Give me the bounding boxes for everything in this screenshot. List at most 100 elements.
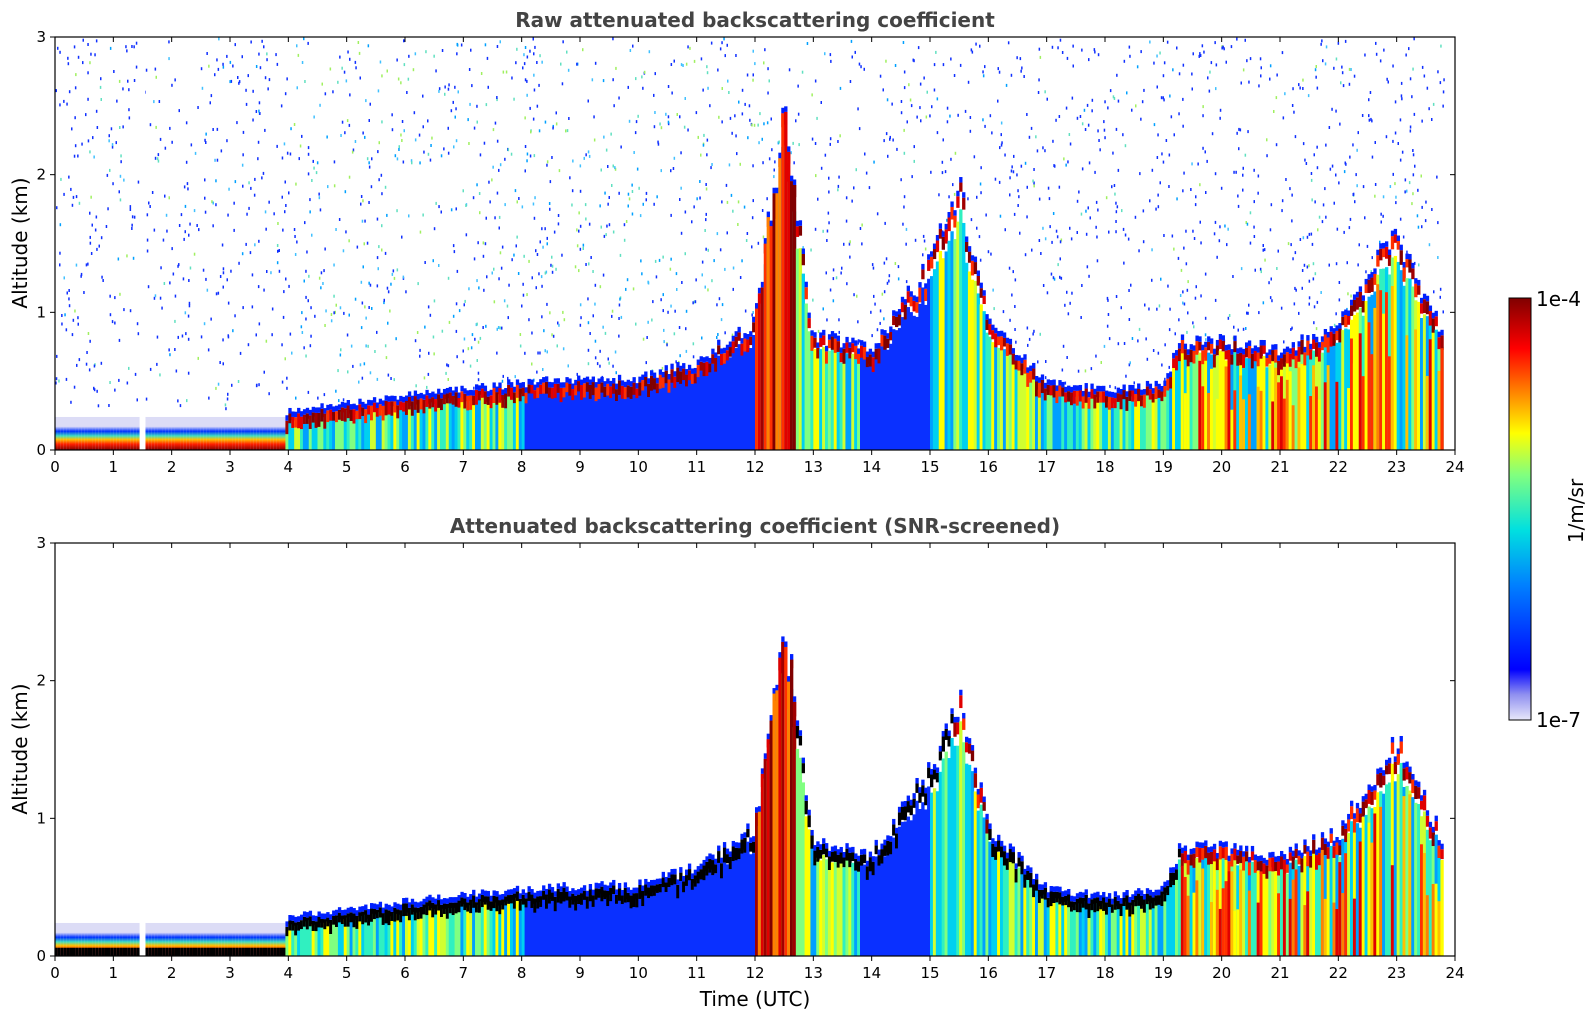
- noise-speckle: [1078, 190, 1080, 194]
- noise-speckle: [99, 85, 102, 89]
- saturated-column: [244, 947, 248, 956]
- noise-speckle: [613, 104, 615, 108]
- layer-top-column: [650, 885, 654, 897]
- layer-top-column: [422, 904, 426, 915]
- aerosol-column: [536, 393, 540, 450]
- noise-speckle: [1176, 197, 1178, 201]
- aerosol-column: [92, 932, 97, 956]
- layer-top-column: [405, 903, 409, 916]
- layer-top-column: [1055, 891, 1059, 903]
- aerosol-column: [1192, 892, 1196, 956]
- aerosol-column: [626, 899, 630, 956]
- noise-speckle: [486, 275, 488, 279]
- layer-top-column: [851, 852, 855, 862]
- layer-top-column: [944, 229, 948, 244]
- noise-speckle: [396, 157, 399, 161]
- noise-speckle: [1253, 235, 1256, 238]
- layer-top-column: [900, 302, 905, 313]
- noise-speckle: [1315, 327, 1318, 331]
- layer-halo: [895, 827, 899, 834]
- layer-top-column: [827, 339, 832, 349]
- layer-top-column: [323, 919, 327, 930]
- layer-top-column: [372, 402, 377, 413]
- layer-top-column: [1049, 385, 1053, 396]
- noise-speckle: [1039, 55, 1042, 59]
- noise-speckle: [301, 311, 303, 315]
- noise-speckle: [1236, 37, 1238, 41]
- layer-halo: [597, 378, 601, 384]
- noise-speckle: [1199, 220, 1201, 224]
- noise-speckle: [463, 303, 465, 307]
- noise-speckle: [531, 331, 533, 335]
- layer-halo: [355, 910, 359, 916]
- aerosol-column: [1221, 394, 1225, 450]
- layer-halo: [291, 915, 295, 921]
- layer-halo: [477, 893, 482, 900]
- layer-top-column: [752, 841, 756, 853]
- noise-speckle: [1084, 128, 1087, 131]
- noise-speckle: [1273, 110, 1275, 113]
- saturated-column: [279, 947, 283, 956]
- aerosol-column: [965, 262, 969, 450]
- aerosol-column: [1049, 897, 1053, 956]
- layer-halo: [297, 916, 301, 922]
- layer-top-column: [982, 295, 986, 305]
- aerosol-column: [1105, 401, 1109, 450]
- noise-speckle: [1371, 119, 1373, 123]
- aerosol-column: [107, 932, 111, 956]
- aerosol-column: [1090, 395, 1094, 450]
- noise-speckle: [620, 145, 622, 149]
- layer-halo: [469, 894, 473, 900]
- noise-speckle: [614, 167, 617, 171]
- layer-top-column: [924, 793, 928, 806]
- aerosol-column: [1259, 871, 1263, 956]
- noise-speckle: [618, 317, 620, 320]
- noise-speckle: [418, 133, 421, 137]
- noise-speckle: [393, 276, 396, 280]
- noise-speckle: [277, 249, 279, 253]
- noise-speckle: [728, 163, 731, 167]
- noise-speckle: [1259, 57, 1262, 61]
- noise-speckle: [222, 285, 224, 289]
- aerosol-column: [909, 820, 913, 956]
- layer-top-column: [1282, 354, 1287, 367]
- aerosol-column: [594, 895, 598, 956]
- noise-speckle: [731, 131, 733, 135]
- y-axis-label: Altitude (km): [8, 177, 32, 308]
- layer-halo: [466, 896, 470, 903]
- noise-speckle: [873, 294, 875, 298]
- layer-halo: [865, 351, 870, 358]
- noise-speckle: [1084, 369, 1087, 373]
- noise-speckle: [239, 351, 242, 355]
- noise-speckle: [657, 140, 659, 144]
- layer-top-column: [410, 401, 415, 416]
- noise-speckle: [405, 290, 407, 294]
- aerosol-column: [227, 426, 231, 450]
- noise-speckle: [1238, 127, 1240, 131]
- layer-top-column: [687, 370, 692, 381]
- noise-speckle: [999, 146, 1001, 150]
- aerosol-column: [402, 407, 406, 450]
- layer-top-column: [1105, 902, 1109, 915]
- noise-speckle: [1348, 226, 1351, 230]
- noise-speckle: [468, 68, 471, 71]
- layer-halo: [1262, 857, 1266, 864]
- layer-top-column: [1265, 358, 1269, 367]
- noise-speckle: [348, 123, 351, 127]
- layer-top-column: [687, 869, 692, 881]
- aerosol-column: [1431, 331, 1435, 450]
- layer-halo: [886, 333, 890, 339]
- aerosol-column: [451, 401, 455, 450]
- layer-top-column: [673, 874, 677, 885]
- noise-speckle: [185, 121, 188, 125]
- aerosol-column: [714, 873, 718, 956]
- noise-speckle: [313, 115, 315, 119]
- noise-speckle: [1008, 266, 1011, 270]
- noise-speckle: [476, 279, 478, 283]
- layer-halo: [510, 382, 514, 388]
- noise-speckle: [536, 61, 538, 64]
- noise-speckle: [584, 203, 587, 207]
- layer-top-column: [623, 887, 628, 903]
- noise-speckle: [1417, 188, 1419, 192]
- layer-top-column: [1122, 897, 1126, 907]
